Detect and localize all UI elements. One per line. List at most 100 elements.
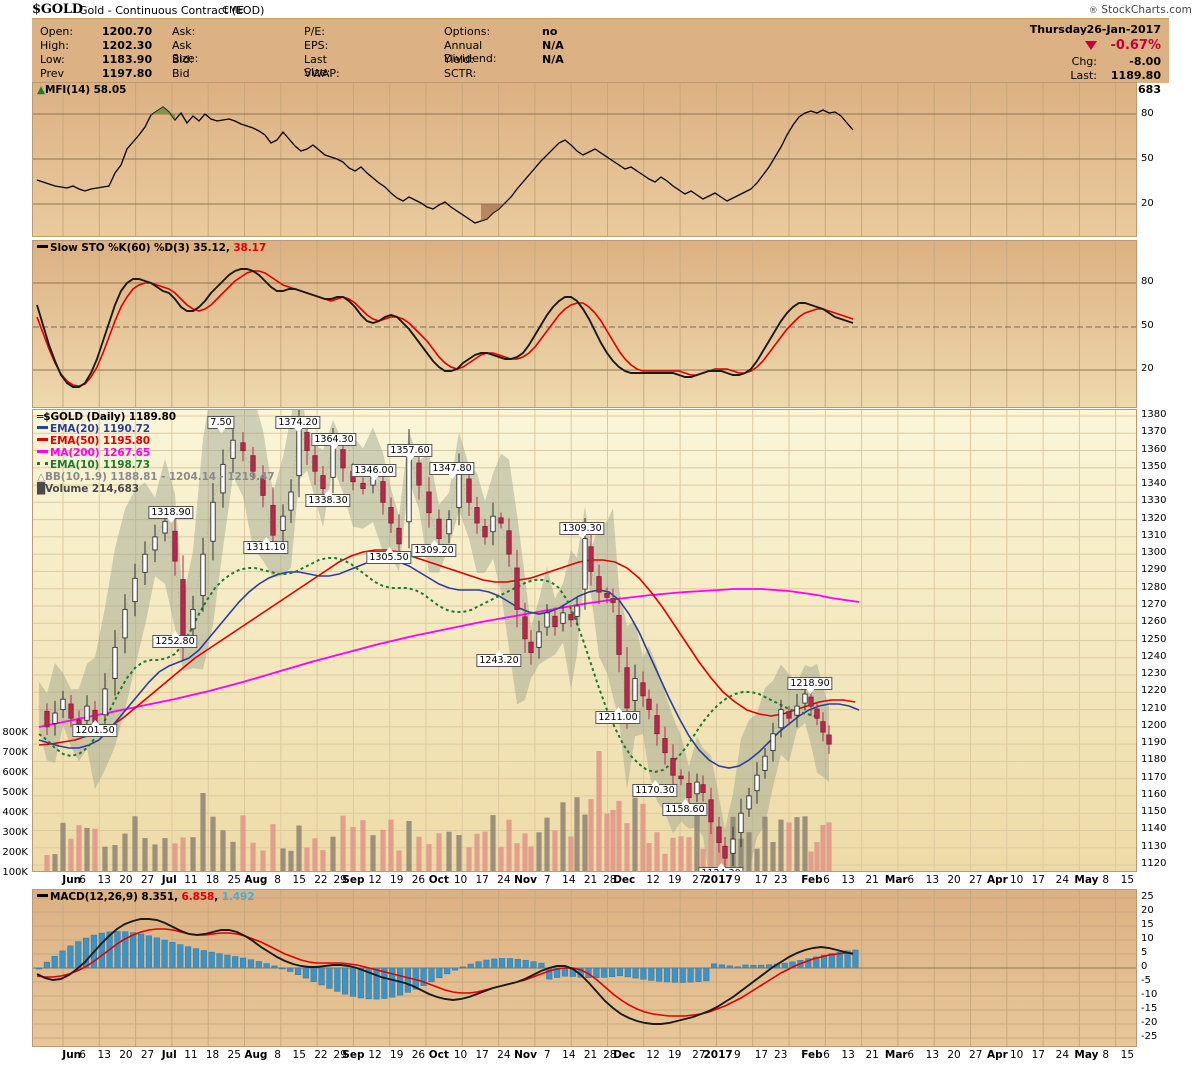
price-callout: 1311.10 — [243, 537, 289, 554]
price-ytick-1360: 1360 — [1141, 443, 1167, 455]
macd-signal-value: 6.858 — [181, 891, 215, 903]
sto-line-icon — [37, 245, 48, 248]
price-ytick-1240: 1240 — [1141, 650, 1167, 662]
price-plot — [33, 410, 1136, 871]
macd-ytick--25: -25 — [1141, 1031, 1158, 1042]
date-tick-13: 13 — [841, 874, 855, 886]
price-callout: 1218.90 — [787, 677, 833, 694]
date-tick-feb: Feb — [801, 1049, 823, 1061]
date-tick-8: 8 — [274, 874, 281, 886]
date-tick-28: 28 — [603, 1049, 617, 1061]
ma200-name: MA(200) — [50, 447, 100, 459]
date-tick-10: 10 — [1009, 1049, 1024, 1061]
price-callout: 1211.00 — [595, 707, 641, 724]
sto-ytick-20: 20 — [1141, 363, 1154, 374]
date-tick-19: 19 — [390, 1049, 404, 1061]
date-tick-9: 9 — [734, 1049, 741, 1061]
ema10-value: 1198.73 — [102, 459, 150, 471]
price-ytick-1150: 1150 — [1141, 806, 1167, 818]
brand-text: StockCharts.com — [1101, 4, 1192, 16]
volume-ytick-800K: 800K — [2, 727, 28, 738]
sto-legend-text: Slow STO %K(60) %D(3) 35.12, — [50, 242, 230, 254]
date-tick-12: 12 — [646, 874, 660, 886]
macd-ytick--5: -5 — [1141, 975, 1151, 986]
last-label: Last: — [1070, 69, 1097, 82]
date-tick-15: 15 — [1120, 1049, 1135, 1061]
date-tick-mar: Mar — [884, 874, 908, 886]
sctr-label: SCTR: — [444, 67, 477, 80]
volume-name: Volume — [44, 483, 89, 495]
date-tick-21: 21 — [583, 1049, 598, 1061]
volume-ytick-600K: 600K — [2, 767, 28, 778]
date-tick-25: 25 — [227, 1049, 241, 1061]
ema20-value: 1190.72 — [102, 423, 150, 435]
date-tick-oct: Oct — [428, 874, 449, 886]
sto-plot — [33, 241, 1136, 407]
price-chart-panel[interactable]: ═$GOLD (Daily) 1189.80 EMA(20) 1190.72 E… — [32, 409, 1137, 872]
price-ytick-1310: 1310 — [1141, 529, 1167, 541]
volume-ytick-100K: 100K — [2, 867, 28, 878]
volume-ytick-200K: 200K — [2, 847, 28, 858]
legend-ema50-row: EMA(50) 1195.80 — [37, 435, 274, 447]
macd-ytick-15: 15 — [1141, 919, 1154, 930]
date-tick-10: 10 — [453, 874, 468, 886]
date-tick-21: 21 — [865, 874, 879, 886]
ema20-line-icon — [37, 426, 48, 429]
date-tick-20: 20 — [119, 874, 133, 886]
date-tick-jun: Jun — [62, 874, 82, 886]
date-tick-sep: Sep — [342, 1049, 365, 1061]
ask-label: Ask: — [172, 25, 196, 38]
date-tick-2017: 2017 — [703, 874, 733, 886]
date-tick-feb: Feb — [801, 874, 823, 886]
date-tick-17: 17 — [754, 874, 769, 886]
date-tick-6: 6 — [823, 1049, 830, 1061]
price-callout: 1170.30 — [632, 780, 678, 797]
volume-val: 214,683 — [91, 483, 139, 495]
price-callout: 1318.90 — [148, 506, 194, 523]
date-tick-15: 15 — [292, 1049, 306, 1061]
date-tick-apr: Apr — [986, 1049, 1008, 1061]
price-ytick-1220: 1220 — [1141, 685, 1167, 697]
price-ytick-1180: 1180 — [1141, 754, 1167, 766]
ema50-line-icon — [37, 438, 48, 441]
macd-ytick-5: 5 — [1141, 947, 1148, 958]
price-ytick-1230: 1230 — [1141, 668, 1167, 680]
price-ytick-1290: 1290 — [1141, 564, 1167, 576]
slow-stochastics-panel[interactable]: Slow STO %K(60) %D(3) 35.12, 38.17 — [32, 240, 1137, 408]
price-ytick-1250: 1250 — [1141, 633, 1167, 645]
volume-ytick-300K: 300K — [2, 827, 28, 838]
symbol-ticker: $GOLD — [32, 2, 83, 17]
legend-volume-row: █Volume 214,683 — [37, 483, 274, 495]
macd-line-icon — [37, 894, 48, 897]
price-ytick-1140: 1140 — [1141, 823, 1167, 835]
date-tick-24: 24 — [497, 1049, 511, 1061]
down-arrow-icon — [1084, 41, 1097, 50]
date-tick-13: 13 — [97, 874, 111, 886]
date-tick-27: 27 — [140, 874, 155, 886]
date-tick-25: 25 — [227, 874, 241, 886]
date-tick-20: 20 — [119, 1049, 133, 1061]
symbol-exchange: CME — [222, 5, 244, 16]
date-tick-6: 6 — [79, 1049, 86, 1061]
ema20-name: EMA(20) — [50, 423, 100, 435]
macd-ytick--10: -10 — [1141, 989, 1158, 1000]
date-tick-27: 27 — [140, 1049, 155, 1061]
volume-ytick-500K: 500K — [2, 787, 28, 798]
legend-ema10-row: EMA(10) 1198.73 — [37, 459, 274, 471]
mfi-plot — [33, 83, 1136, 236]
date-tick-24: 24 — [1055, 1049, 1070, 1061]
price-ytick-1130: 1130 — [1141, 840, 1167, 852]
price-callout: 1305.50 — [366, 547, 412, 564]
date-tick-2017: 2017 — [703, 1049, 733, 1061]
mfi-indicator-panel[interactable]: ▲MFI(14) 58.05 — [32, 82, 1137, 237]
price-ytick-1200: 1200 — [1141, 719, 1167, 731]
quote-date: 26-Jan-2017 — [1086, 23, 1161, 36]
bb-value: 1188.81 - 1204.14 - 1219.47 — [110, 471, 275, 483]
macd-panel[interactable]: MACD(12,26,9) 8.351, 6.858, 1.492 — [32, 889, 1137, 1047]
stockcharts-brand: ® StockCharts.com — [1089, 4, 1192, 16]
price-callout: 1364.30 — [311, 433, 357, 450]
date-tick-23: 23 — [774, 874, 788, 886]
date-tick-15: 15 — [1120, 874, 1135, 886]
date-tick-13: 13 — [97, 1049, 111, 1061]
date-tick-jul: Jul — [161, 874, 177, 886]
